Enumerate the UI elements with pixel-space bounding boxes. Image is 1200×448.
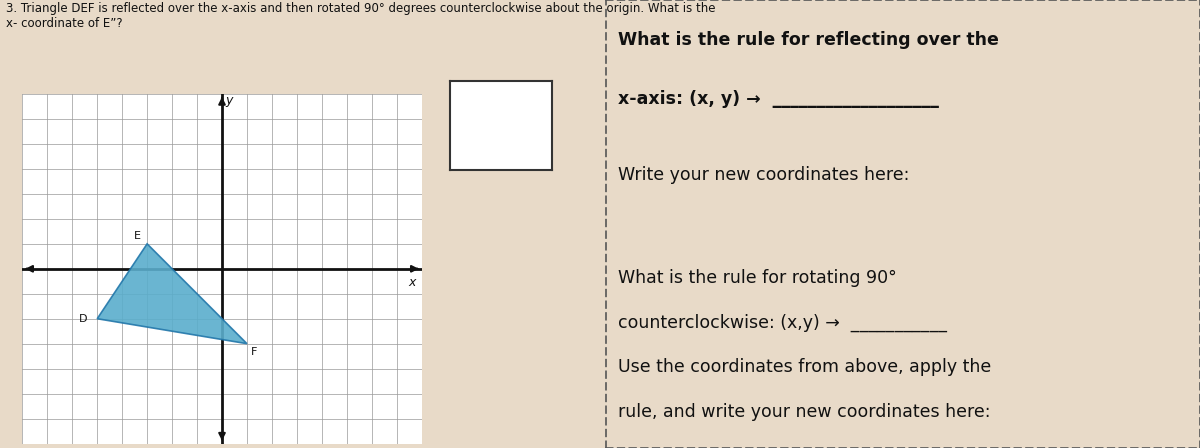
Text: E: E: [133, 231, 140, 241]
Text: x: x: [408, 276, 415, 289]
Text: What is the rule for rotating 90°: What is the rule for rotating 90°: [618, 269, 896, 287]
Text: F: F: [251, 347, 258, 358]
Polygon shape: [97, 244, 247, 344]
Text: What is the rule for reflecting over the: What is the rule for reflecting over the: [618, 31, 998, 49]
Text: D: D: [79, 314, 88, 324]
Text: y: y: [226, 94, 233, 107]
Text: Use the coordinates from above, apply the: Use the coordinates from above, apply th…: [618, 358, 991, 376]
Text: rule, and write your new coordinates here:: rule, and write your new coordinates her…: [618, 403, 990, 421]
Text: counterclockwise: (x,y) →  ___________: counterclockwise: (x,y) → ___________: [618, 314, 947, 332]
Text: 3. Triangle DEF is reflected over the x-axis and then rotated 90° degrees counte: 3. Triangle DEF is reflected over the x-…: [6, 2, 715, 30]
Text: x-axis: (x, y) →  ___________________: x-axis: (x, y) → ___________________: [618, 90, 938, 108]
Text: Write your new coordinates here:: Write your new coordinates here:: [618, 166, 910, 184]
